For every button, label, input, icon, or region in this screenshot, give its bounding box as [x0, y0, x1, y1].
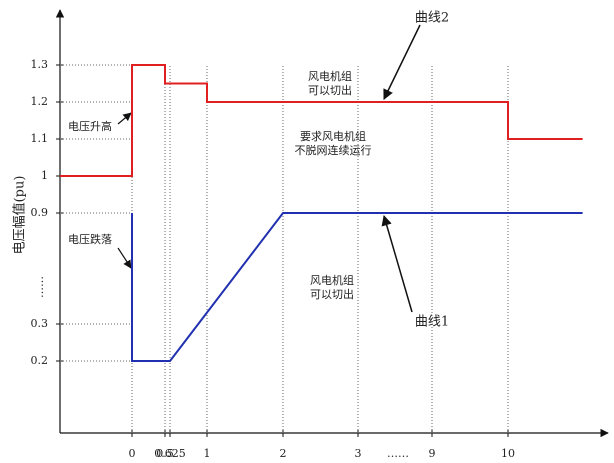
annotation: 不脱网连续运行	[295, 143, 372, 157]
arrow	[383, 24, 421, 100]
arrow	[381, 214, 413, 313]
annotation: 可以切出	[308, 83, 352, 97]
x-tick-label: 1	[204, 447, 211, 460]
series-label: 曲线2	[415, 11, 449, 26]
y-tick-label: 0.2	[31, 354, 49, 367]
annotation: 要求风电机组	[300, 129, 366, 143]
x-tick-label: 0	[129, 447, 136, 460]
x-tick-label: 9	[429, 447, 436, 460]
y-break-mark: ……	[33, 276, 46, 298]
x-tick-label: 2	[280, 447, 287, 460]
series-line	[60, 64, 583, 177]
y-tick-label: 1.1	[31, 132, 49, 145]
arrow	[117, 247, 132, 269]
y-axis-label: 电压幅值(pu)	[12, 176, 28, 255]
annotation: 风电机组	[310, 273, 354, 287]
x-tick-label: 3	[355, 447, 362, 460]
x-tick-label: 0.625	[154, 447, 186, 460]
annotation: 风电机组	[308, 69, 352, 83]
y-tick-label: 1	[41, 169, 48, 182]
y-tick-label: 1.2	[31, 95, 49, 108]
y-tick-label: 0.3	[31, 317, 49, 330]
annotation: 可以切出	[310, 287, 354, 301]
series-label: 曲线1	[415, 315, 449, 330]
series-line	[131, 212, 583, 362]
annotation: 电压跌落	[68, 232, 112, 246]
x-tick-label: 10	[501, 447, 515, 460]
x-tick-label: 0.5	[156, 447, 174, 460]
y-tick-label: 0.9	[31, 206, 49, 219]
annotation: 电压升高	[68, 119, 112, 133]
x-break-mark: ……	[387, 447, 409, 460]
y-tick-label: 1.3	[31, 58, 49, 71]
arrow	[117, 112, 132, 125]
